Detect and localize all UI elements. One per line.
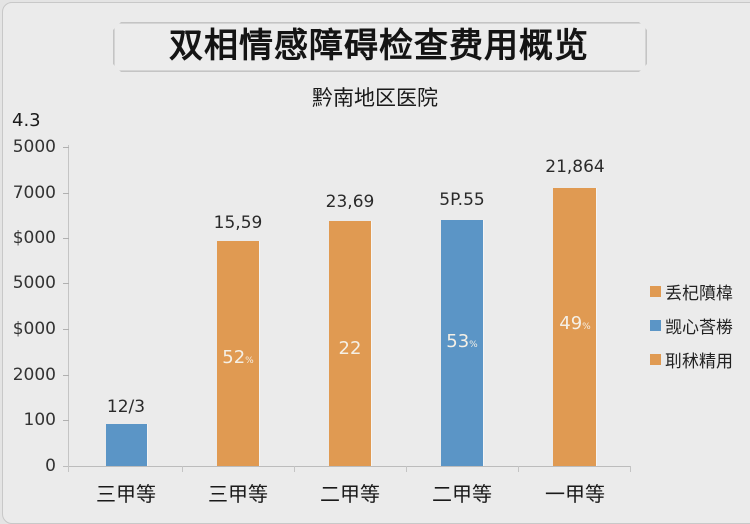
legend-swatch-icon [650, 319, 661, 331]
y-unit-label: 4.3 [12, 110, 41, 131]
x-tick [630, 466, 631, 472]
bar-percent-label: 49% [535, 313, 615, 334]
bar-2 [217, 241, 259, 466]
y-tick [63, 238, 69, 239]
x-category-label: 三甲等 [96, 482, 156, 506]
bar-percent-label: 22 [310, 338, 390, 359]
y-tick-label: 5000 [12, 273, 56, 293]
bar-percent-value: 52 [222, 347, 246, 368]
legend-swatch-icon [650, 353, 661, 365]
bar-percent-label: 52% [198, 347, 278, 368]
y-tick [63, 329, 69, 330]
bar-value-label: 15,59 [213, 213, 263, 233]
bar-percent-label: 53% [422, 331, 502, 352]
y-tick [63, 420, 69, 421]
x-axis [63, 466, 631, 467]
bar-percent-suffix: % [582, 322, 591, 332]
y-tick-label: $000 [12, 319, 56, 339]
bar-3 [329, 221, 371, 466]
bar-percent-value: 22 [338, 338, 362, 359]
x-category-label: 二甲等 [432, 482, 492, 506]
x-category-label: 一甲等 [545, 482, 605, 506]
legend: 丢杞隫椲 觊心莟椦 刵秫精用 [650, 274, 733, 376]
bar-value-label: 12/3 [106, 397, 146, 417]
legend-item: 刵秫精用 [650, 342, 733, 376]
y-tick-label: 5000 [12, 137, 56, 157]
bar-value-label: 21,864 [545, 157, 605, 177]
bar-value-label: 23,69 [325, 192, 375, 212]
y-tick [63, 283, 69, 284]
legend-label: 觊心莟椦 [665, 317, 733, 338]
legend-item: 丢杞隫椲 [650, 274, 733, 308]
y-tick-label: 7000 [12, 183, 56, 203]
y-axis [68, 145, 69, 467]
y-tick-label: 2000 [12, 365, 56, 385]
bar-percent-suffix: % [469, 340, 478, 350]
y-tick [63, 147, 69, 148]
chart-title: 双相情感障碍检查费用概览 [169, 26, 589, 66]
bar-percent-suffix: % [245, 356, 254, 366]
bar-percent-value: 49 [559, 313, 583, 334]
y-tick [63, 193, 69, 194]
bar-percent-value: 53 [446, 331, 470, 352]
x-tick [518, 466, 519, 472]
bar-value-label: 5P.55 [439, 190, 485, 210]
y-tick-label: 0 [45, 456, 56, 476]
chart-subtitle: 黔南地区医院 [312, 86, 438, 110]
x-tick [182, 466, 183, 472]
y-tick-label: 100 [23, 410, 56, 430]
x-tick [406, 466, 407, 472]
legend-label: 刵秫精用 [665, 351, 733, 372]
bar-1 [106, 424, 147, 466]
x-category-label: 三甲等 [208, 482, 268, 506]
x-tick [68, 466, 69, 472]
y-tick [63, 375, 69, 376]
legend-swatch-icon [650, 285, 661, 297]
bar-5 [553, 188, 596, 466]
legend-label: 丢杞隫椲 [665, 283, 733, 304]
x-tick [294, 466, 295, 472]
bar-4 [441, 220, 483, 466]
y-tick-label: $000 [12, 228, 56, 248]
legend-item: 觊心莟椦 [650, 308, 733, 342]
x-category-label: 二甲等 [320, 482, 380, 506]
title-box [113, 22, 647, 72]
